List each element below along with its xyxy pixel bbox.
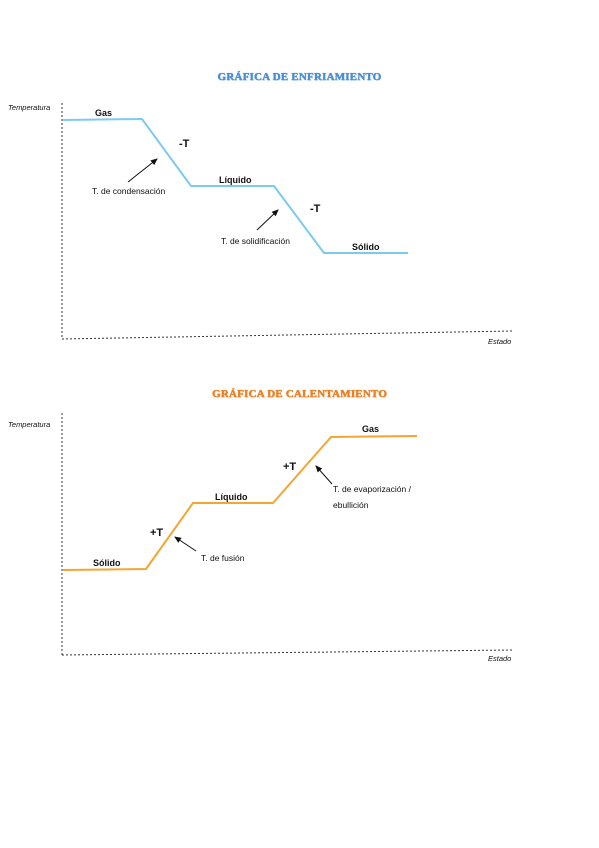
heating-temp-sign-1: +T [150,527,163,539]
cooling-phase-solid: Sólido [352,242,380,252]
cooling-graph: Temperatura Estado Gas Líquido Sólido -T… [8,103,513,346]
condensation-arrow [127,158,158,183]
evaporation-label-line2: ebullición [333,500,369,510]
heating-phase-gas: Gas [362,424,379,434]
evaporation-arrow [315,465,333,485]
heating-x-axis-label: Estado [488,654,511,663]
heating-x-axis [61,649,513,656]
fusion-arrow [174,536,197,552]
cooling-x-axis [61,330,513,340]
cooling-y-axis-label: Temperatura [8,103,50,112]
evaporation-label-line1: T. de evaporización / [333,484,412,494]
cooling-temp-sign-2: -T [310,203,321,215]
solidification-label: T. de solidificación [221,236,290,246]
heating-y-axis-label: Temperatura [8,420,50,429]
cooling-temp-sign-1: -T [179,138,190,150]
heating-curve [62,435,418,571]
cooling-curve [62,118,408,254]
heating-graph: Temperatura Estado Sólido Líquido Gas +T… [8,413,513,663]
condensation-label: T. de condensación [92,186,166,196]
cooling-title: GRÁFICA DE ENFRIAMIENTO [217,71,382,83]
cooling-x-axis-label: Estado [488,337,511,346]
heating-title: GRÁFICA DE CALENTAMIENTO [212,388,387,400]
fusion-label: T. de fusión [201,553,245,563]
cooling-phase-gas: Gas [95,108,112,118]
solidification-arrow [256,209,279,231]
cooling-phase-liquid: Líquido [219,175,252,185]
heating-phase-solid: Sólido [93,558,121,568]
heating-temp-sign-2: +T [283,461,296,473]
heating-phase-liquid: Líquido [215,492,248,502]
